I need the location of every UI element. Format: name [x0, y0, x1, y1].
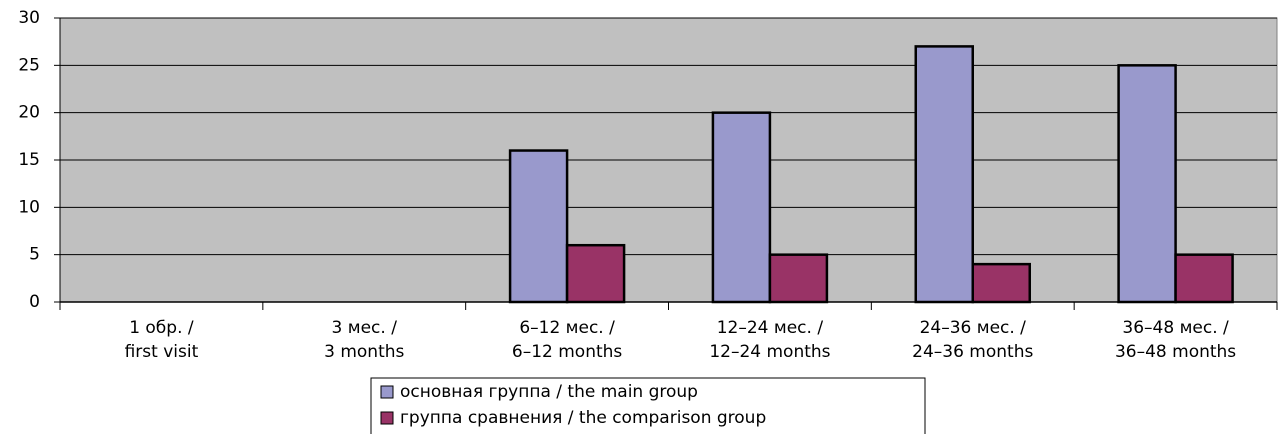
x-tick-label: 1 обр. /	[129, 318, 194, 338]
x-tick-label: 12–24 months	[709, 342, 830, 362]
bar	[711, 111, 772, 304]
bar	[565, 243, 626, 304]
bar	[1117, 64, 1177, 304]
x-tick-label: 12–24 мес. /	[717, 318, 824, 338]
legend-box	[370, 377, 926, 438]
x-tick-label: 36–48 мес. /	[1122, 318, 1229, 338]
bar	[1174, 253, 1234, 304]
y-tick-label: 15	[18, 150, 40, 170]
y-tick-label: 5	[29, 245, 40, 265]
bar	[768, 253, 829, 304]
bar	[914, 45, 974, 304]
y-tick-label: 20	[18, 103, 40, 123]
y-tick-label: 30	[18, 8, 40, 28]
bar	[508, 149, 569, 304]
x-tick-label: 6–12 months	[512, 342, 623, 362]
legend-label: основная группа / the main group	[400, 382, 698, 402]
x-tick-label: 36–48 months	[1115, 342, 1236, 362]
x-tick-label: first visit	[125, 342, 199, 362]
y-tick-label: 25	[18, 55, 40, 75]
x-tick-label: 3 months	[324, 342, 404, 362]
legend-swatch	[380, 385, 394, 399]
x-tick-label: 24–36 мес. /	[920, 318, 1027, 338]
x-tick-label: 3 мес. /	[332, 318, 398, 338]
y-tick-label: 10	[18, 197, 40, 217]
legend-swatch	[380, 411, 394, 425]
y-tick-label: 0	[29, 292, 40, 312]
legend-label: группа сравнения / the comparison group	[400, 408, 766, 428]
x-tick-label: 24–36 months	[912, 342, 1033, 362]
x-tick-label: 6–12 мес. /	[519, 318, 615, 338]
bar	[971, 262, 1031, 304]
